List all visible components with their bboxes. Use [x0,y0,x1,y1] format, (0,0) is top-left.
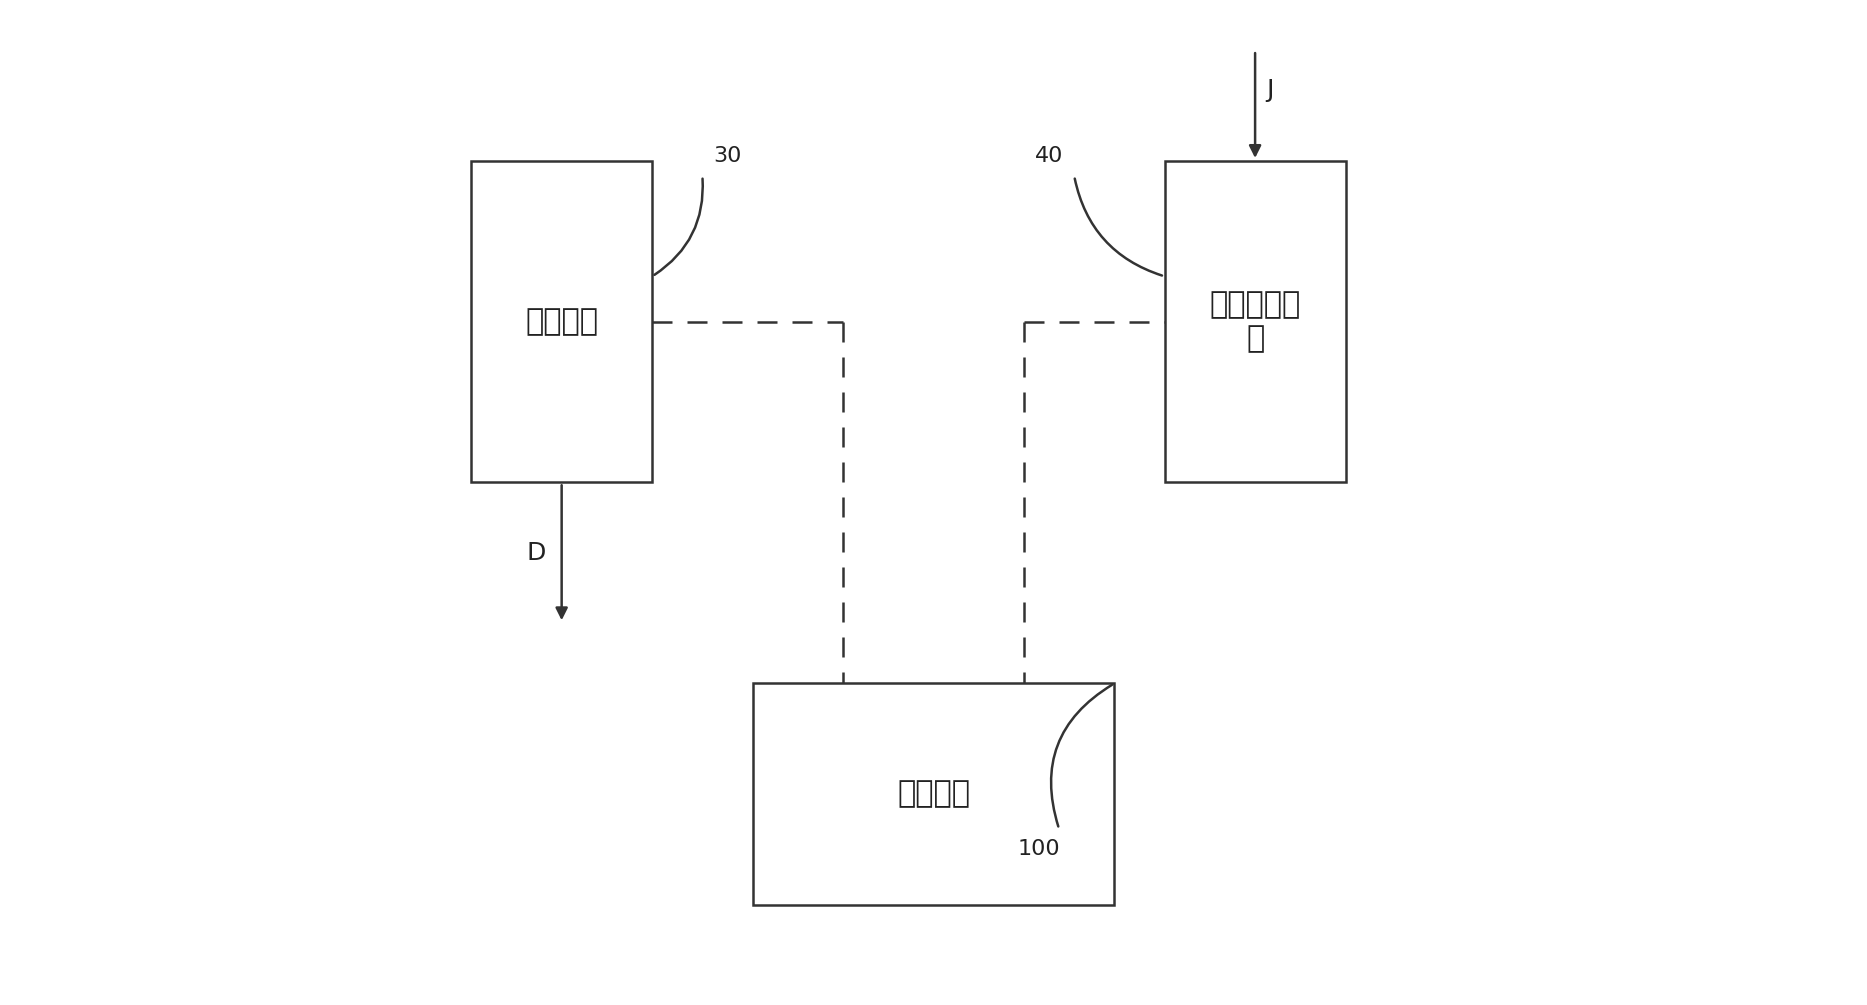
Text: 40: 40 [1034,146,1064,166]
Text: 100: 100 [1018,839,1060,859]
Bar [1165,161,1346,482]
Bar [470,161,652,482]
Text: J: J [1266,78,1273,103]
Text: 30: 30 [713,146,741,166]
Text: D: D [526,541,547,565]
Text: 供水装置: 供水装置 [525,308,597,336]
Text: 气源系统: 气源系统 [896,780,971,808]
Text: 污水回收装
置: 污水回收装 置 [1210,290,1301,353]
Bar [752,683,1115,904]
